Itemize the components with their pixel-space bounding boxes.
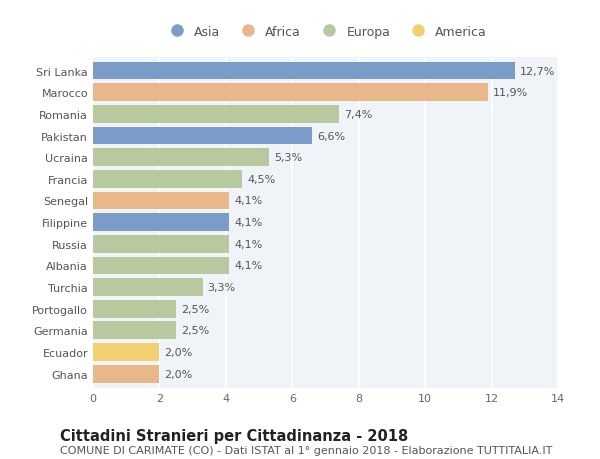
Bar: [93, 84, 488, 102]
Bar: [93, 62, 515, 80]
Text: 4,1%: 4,1%: [234, 239, 262, 249]
Bar: [93, 365, 160, 383]
Bar: [93, 149, 269, 167]
Text: 4,5%: 4,5%: [247, 174, 275, 185]
Text: 4,1%: 4,1%: [234, 218, 262, 228]
Text: 2,5%: 2,5%: [181, 304, 209, 314]
Text: 2,0%: 2,0%: [164, 369, 193, 379]
Text: 7,4%: 7,4%: [344, 110, 372, 120]
Bar: [93, 235, 229, 253]
Bar: [93, 106, 339, 123]
Bar: [93, 300, 176, 318]
Text: COMUNE DI CARIMATE (CO) - Dati ISTAT al 1° gennaio 2018 - Elaborazione TUTTITALI: COMUNE DI CARIMATE (CO) - Dati ISTAT al …: [60, 445, 553, 455]
Text: 2,5%: 2,5%: [181, 325, 209, 336]
Bar: [93, 257, 229, 274]
Text: 12,7%: 12,7%: [520, 67, 555, 76]
Bar: [93, 127, 312, 145]
Text: 5,3%: 5,3%: [274, 153, 302, 163]
Bar: [93, 279, 203, 296]
Text: 3,3%: 3,3%: [208, 282, 236, 292]
Bar: [93, 192, 229, 210]
Text: 4,1%: 4,1%: [234, 196, 262, 206]
Text: Cittadini Stranieri per Cittadinanza - 2018: Cittadini Stranieri per Cittadinanza - 2…: [60, 428, 408, 443]
Text: 4,1%: 4,1%: [234, 261, 262, 271]
Text: 11,9%: 11,9%: [493, 88, 529, 98]
Bar: [93, 171, 242, 188]
Text: 6,6%: 6,6%: [317, 131, 346, 141]
Bar: [93, 322, 176, 340]
Text: 2,0%: 2,0%: [164, 347, 193, 357]
Bar: [93, 214, 229, 231]
Bar: [93, 343, 160, 361]
Legend: Asia, Africa, Europa, America: Asia, Africa, Europa, America: [159, 21, 492, 44]
